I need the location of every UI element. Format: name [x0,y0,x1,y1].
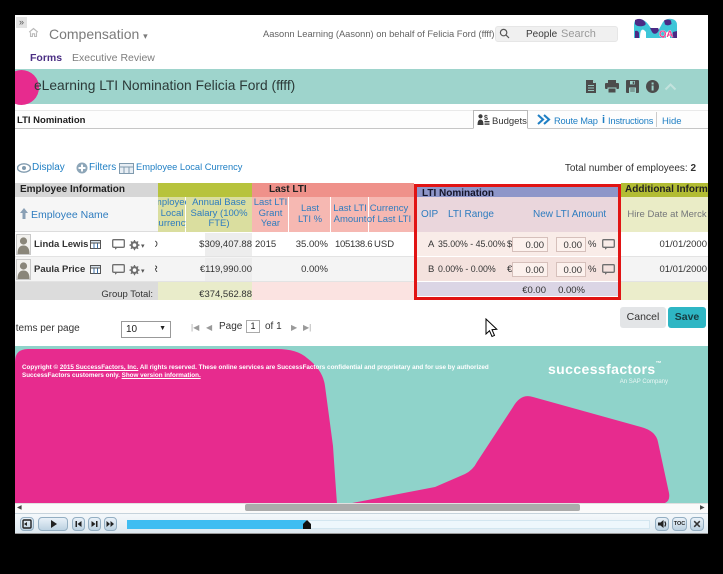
svg-text:$: $ [484,115,488,122]
svg-text:QA: QA [659,29,673,38]
